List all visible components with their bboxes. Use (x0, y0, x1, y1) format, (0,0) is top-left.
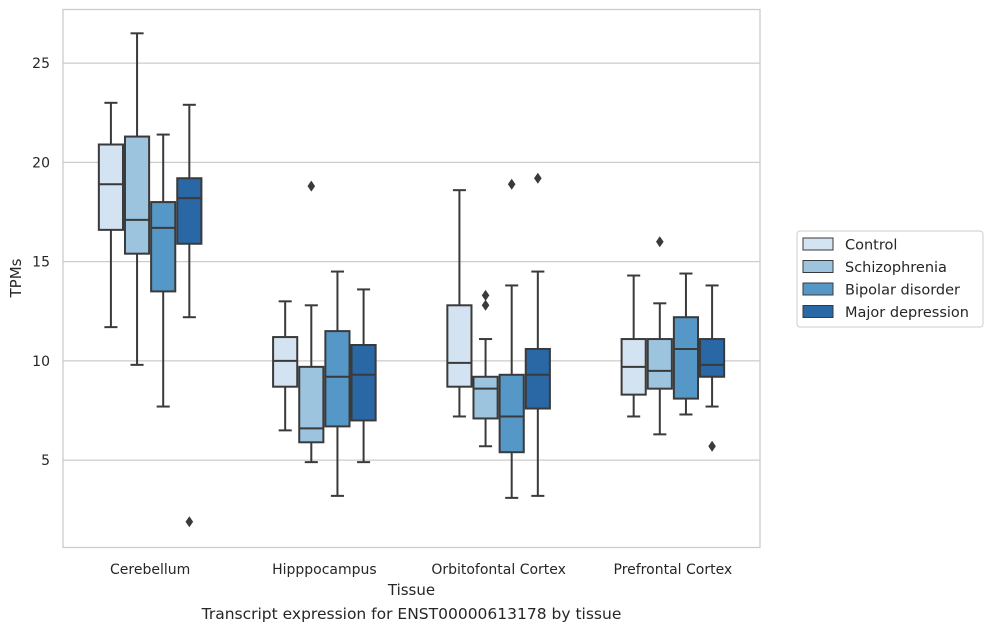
box-control (446, 189, 473, 418)
box-body (672, 316, 700, 400)
x-tick-label: Hipppocampus (272, 562, 377, 578)
box-bipolar-disorder (324, 270, 351, 497)
y-tick-labels: 5 10 15 20 25 (32, 56, 50, 469)
y-tick-label: 25 (32, 56, 50, 72)
legend-frame (796, 230, 984, 328)
box-body (324, 330, 351, 428)
outlier-point (708, 440, 716, 452)
box-major-depression (176, 103, 203, 528)
x-tick-label: Cerebellum (110, 562, 190, 578)
box-schizophrenia (123, 32, 151, 366)
x-tick-label: Prefrontal Cortex (614, 562, 733, 578)
box-bipolar-disorder (672, 272, 700, 416)
legend-swatch (802, 237, 834, 251)
y-axis-title: TPMs (7, 258, 25, 298)
legend-swatch (802, 282, 834, 296)
box-major-depression (699, 284, 726, 452)
outlier-point (481, 299, 490, 311)
box-body (498, 373, 525, 454)
legend-label: Schizophrenia (845, 260, 947, 276)
legend-label: Bipolar disorder (845, 283, 960, 299)
x-tick-labels: Cerebellum Hipppocampus Orbitofontal Corte… (110, 562, 732, 578)
box-control (620, 274, 647, 418)
y-tick-label: 10 (32, 354, 50, 370)
box-body (646, 338, 673, 390)
box-body (350, 344, 377, 422)
box-body (298, 365, 325, 444)
legend-swatch (802, 260, 834, 273)
outlier-point (534, 172, 542, 184)
box-body (472, 375, 499, 420)
box-body (524, 347, 551, 410)
figure-caption: Transcript expression for ENST0000061317… (201, 605, 622, 623)
y-tick-label: 20 (32, 155, 50, 171)
box-bipolar-disorder (150, 133, 177, 408)
box-body (150, 201, 177, 293)
outlier-point (481, 289, 490, 301)
legend: Control Schizophrenia Bipolar disorder Majo… (796, 230, 984, 328)
box-major-depression (524, 172, 551, 497)
y-tick-label: 5 (41, 453, 50, 469)
box-control (272, 300, 299, 432)
legend-label: Control (845, 238, 897, 254)
legend-label: Major depression (845, 305, 969, 321)
box-body (97, 143, 124, 231)
outlier-point (307, 180, 316, 192)
box-body (176, 177, 203, 245)
box-major-depression (350, 288, 377, 464)
y-tick-label: 15 (32, 255, 50, 271)
box-body (699, 338, 726, 378)
box-groups (97, 32, 726, 528)
x-tick-label: Orbitofontal Cortex (431, 562, 566, 578)
box-schizophrenia (472, 289, 499, 448)
plot-area-frame (62, 8, 761, 549)
box-body (446, 304, 473, 388)
box-schizophrenia (646, 236, 673, 436)
box-bipolar-disorder (498, 178, 525, 499)
box-schizophrenia (298, 180, 325, 464)
box-control (97, 101, 124, 329)
outlier-point (185, 516, 194, 528)
legend-swatch (802, 305, 834, 318)
outlier-point (507, 178, 516, 190)
box-body (123, 135, 151, 255)
outlier-point (656, 236, 664, 248)
x-axis-title: Tissue (387, 581, 435, 599)
